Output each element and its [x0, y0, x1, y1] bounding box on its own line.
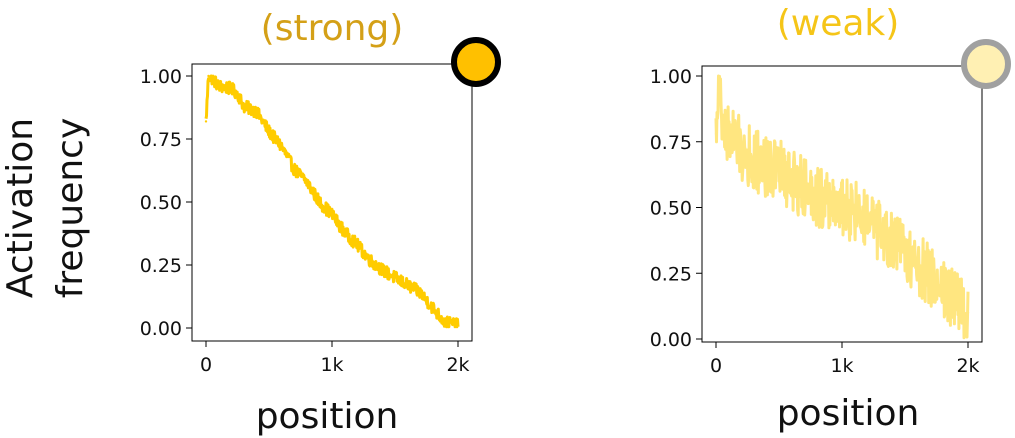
- y-tick-label-1: 0.25: [140, 255, 182, 277]
- series-line-weak: [714, 74, 970, 340]
- y-tick-label-3: 0.75: [650, 132, 692, 154]
- data-point-strong-4: [230, 87, 233, 90]
- data-point-weak-22: [966, 311, 970, 314]
- x-ticks-weak: 0 1k 2k: [710, 342, 980, 377]
- data-point-strong-24: [450, 321, 453, 325]
- data-point-strong-1: [207, 74, 210, 78]
- data-point-strong-18: [393, 276, 397, 279]
- data-point-weak-18: [916, 264, 919, 267]
- data-point-strong-20: [419, 291, 422, 294]
- y-tick-label-4: 1.00: [650, 66, 692, 88]
- data-point-strong-14: [343, 231, 346, 234]
- x-ticks-strong: 0 1k 2k: [200, 341, 470, 376]
- data-point-weak-9: [803, 185, 806, 188]
- strength-marker-strong: [451, 37, 501, 87]
- data-point-strong-8: [267, 130, 271, 133]
- data-point-strong-0: [204, 120, 208, 123]
- strength-marker-circle-strong: [451, 37, 501, 87]
- y-tick-label-0: 0.00: [650, 329, 692, 351]
- data-point-strong-7: [255, 110, 258, 113]
- strength-marker-weak: [961, 39, 1011, 89]
- plot-frame-strong: [191, 63, 473, 342]
- data-point-weak-8: [790, 180, 793, 183]
- data-point-strong-6: [242, 105, 245, 108]
- data-point-weak-4: [740, 148, 743, 151]
- data-point-strong-13: [330, 213, 334, 216]
- data-point-weak-11: [828, 201, 831, 204]
- chart-title-strong: (strong): [261, 8, 404, 49]
- data-point-weak-3: [727, 132, 730, 136]
- x-tick-label-0: 0: [200, 354, 212, 376]
- y-axis-label-line1: Activation: [0, 118, 41, 298]
- data-point-strong-2: [211, 77, 214, 80]
- data-point-weak-6: [765, 164, 768, 167]
- y-tick-label-1: 0.25: [650, 263, 692, 285]
- data-point-strong-23: [444, 321, 447, 325]
- data-point-weak-12: [840, 206, 844, 209]
- data-point-weak-5: [752, 159, 755, 162]
- data-point-strong-17: [381, 268, 384, 272]
- y-tick-label-3: 0.75: [140, 129, 182, 151]
- data-point-strong-19: [406, 284, 409, 287]
- y-tick-label-4: 1.00: [140, 66, 182, 88]
- chart-panel-strong: (strong) 0 1k 2k 0.00 0.25 0.50 0.75 1.00 posi…: [140, 8, 501, 437]
- chart-panel-weak: (weak) 0 1k 2k 0.00 0.25 0.50 0.75 1.00 positi…: [650, 3, 1011, 434]
- data-point-strong-22: [437, 314, 441, 317]
- y-ticks-weak: 0.00 0.25 0.50 0.75 1.00: [650, 66, 702, 351]
- x-tick-label-0: 0: [710, 355, 722, 377]
- data-point-strong-21: [431, 306, 434, 309]
- x-tick-label-1: 1k: [830, 355, 853, 377]
- series-group-weak: [714, 74, 970, 340]
- x-tick-label-2: 2k: [446, 354, 469, 376]
- data-point-strong-9: [280, 145, 283, 148]
- series-group-strong: [204, 74, 460, 329]
- data-point-weak-13: [853, 211, 856, 214]
- x-tick-label-2: 2k: [956, 355, 979, 377]
- data-point-strong-5: [236, 92, 239, 95]
- data-point-weak-7: [777, 169, 781, 172]
- x-tick-label-1: 1k: [320, 354, 343, 376]
- data-point-strong-12: [318, 200, 321, 204]
- series-line-strong: [204, 74, 460, 329]
- data-point-weak-1: [717, 74, 720, 78]
- data-point-weak-20: [941, 285, 944, 288]
- y-tick-label-0: 0.00: [140, 318, 182, 340]
- x-axis-label-weak: position: [777, 393, 920, 434]
- data-point-weak-17: [903, 251, 907, 254]
- data-point-strong-15: [356, 243, 359, 246]
- y-tick-label-2: 0.50: [140, 192, 182, 214]
- data-point-weak-14: [866, 219, 869, 222]
- data-point-weak-10: [815, 193, 818, 196]
- y-axis-label-line2: frequency: [50, 118, 91, 299]
- y-tick-label-2: 0.50: [650, 198, 692, 220]
- data-point-weak-19: [929, 274, 932, 278]
- data-point-weak-2: [721, 127, 724, 130]
- chart-title-weak: (weak): [777, 3, 900, 44]
- data-point-strong-25: [456, 324, 460, 327]
- data-point-strong-10: [293, 168, 296, 171]
- data-point-weak-16: [891, 243, 894, 246]
- data-point-strong-11: [305, 180, 308, 183]
- y-ticks-strong: 0.00 0.25 0.50 0.75 1.00: [140, 66, 192, 340]
- data-point-weak-21: [954, 298, 957, 301]
- strength-marker-circle-weak: [961, 39, 1011, 89]
- data-point-strong-3: [217, 84, 220, 88]
- data-point-strong-16: [368, 258, 371, 262]
- x-axis-label-strong: position: [256, 396, 399, 437]
- data-point-weak-15: [878, 232, 881, 235]
- data-point-weak-0: [714, 132, 718, 136]
